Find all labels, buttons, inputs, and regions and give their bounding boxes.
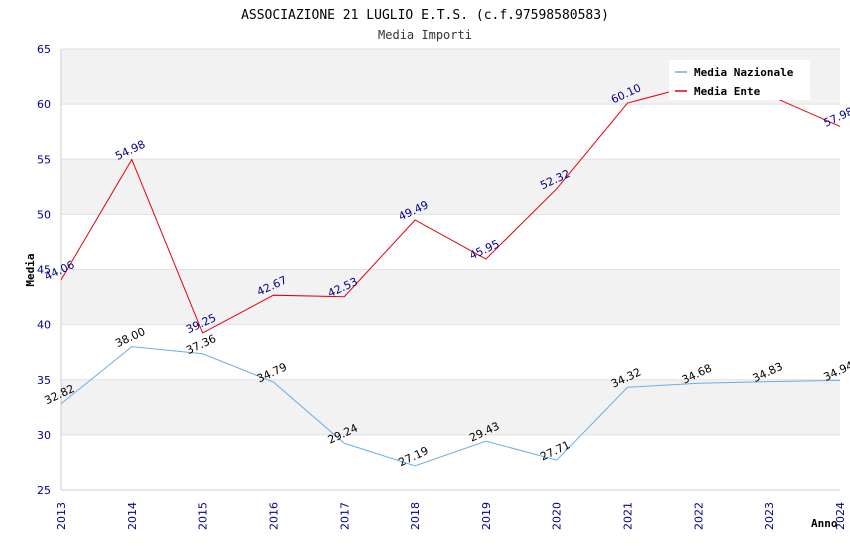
y-tick-label: 55 (37, 153, 51, 166)
x-tick-label: 2024 (834, 502, 847, 530)
legend-entry: Media Ente (694, 85, 761, 98)
x-tick-label: 2023 (763, 502, 776, 530)
y-tick-label: 30 (37, 429, 51, 442)
grid-band (61, 104, 840, 160)
x-tick-label: 2018 (409, 502, 422, 530)
x-tick-label: 2017 (338, 502, 351, 530)
x-tick-label: 2013 (55, 502, 68, 530)
grid-band (61, 269, 840, 325)
y-tick-label: 65 (37, 43, 51, 56)
y-tick-label: 25 (37, 484, 51, 497)
x-tick-label: 2016 (267, 502, 280, 530)
x-axis-ticks: 2013 2014 2015 2016 2017 2018 2019 2020 2021 2022… (55, 502, 847, 530)
grid-band (61, 434, 840, 490)
x-tick-label: 2014 (126, 502, 139, 530)
series-line (60, 346, 841, 467)
y-tick-label: 50 (37, 208, 51, 221)
x-axis-label: Anno (811, 517, 838, 530)
legend: Media Nazionale Media Ente (669, 60, 810, 100)
grid-bands (60, 48, 840, 491)
x-tick-label: 2015 (197, 502, 210, 530)
y-tick-label: 45 (37, 264, 51, 277)
x-tick-label: 2020 (551, 502, 564, 530)
grid-band (61, 379, 840, 435)
x-tick-label: 2022 (692, 502, 705, 530)
x-tick-label: 2019 (480, 502, 493, 530)
grid-band (61, 324, 840, 380)
y-axis-ticks: 25 30 35 40 45 50 55 60 65 (37, 43, 51, 497)
chart-title: ASSOCIAZIONE 21 LUGLIO E.T.S. (c.f.97598… (241, 8, 609, 23)
x-tick-label: 2021 (622, 502, 635, 530)
y-axis-label: Media (24, 253, 37, 286)
y-tick-label: 35 (37, 374, 51, 387)
y-tick-label: 60 (37, 98, 51, 111)
grid-band (61, 214, 840, 270)
grid-band (61, 159, 840, 215)
legend-entry: Media Nazionale (694, 66, 794, 79)
legend-box (669, 60, 810, 100)
y-tick-label: 40 (37, 319, 51, 332)
chart-subtitle: Media Importi (378, 28, 472, 42)
